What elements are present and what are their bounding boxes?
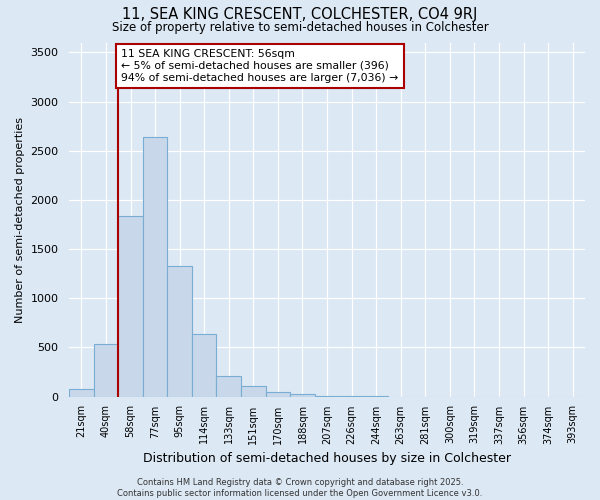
Y-axis label: Number of semi-detached properties: Number of semi-detached properties	[15, 116, 25, 322]
Text: Contains HM Land Registry data © Crown copyright and database right 2025.
Contai: Contains HM Land Registry data © Crown c…	[118, 478, 482, 498]
Bar	[167, 266, 192, 396]
Bar	[69, 390, 94, 396]
Text: 11, SEA KING CRESCENT, COLCHESTER, CO4 9RJ: 11, SEA KING CRESCENT, COLCHESTER, CO4 9…	[122, 8, 478, 22]
Bar	[143, 137, 167, 396]
Bar	[94, 344, 118, 396]
X-axis label: Distribution of semi-detached houses by size in Colchester: Distribution of semi-detached houses by …	[143, 452, 511, 465]
Bar	[118, 216, 143, 396]
Text: 11 SEA KING CRESCENT: 56sqm
← 5% of semi-detached houses are smaller (396)
94% o: 11 SEA KING CRESCENT: 56sqm ← 5% of semi…	[121, 50, 398, 82]
Bar	[217, 376, 241, 396]
Bar	[266, 392, 290, 396]
Bar	[192, 334, 217, 396]
Text: Size of property relative to semi-detached houses in Colchester: Size of property relative to semi-detach…	[112, 21, 488, 34]
Bar	[290, 394, 315, 396]
Bar	[241, 386, 266, 396]
